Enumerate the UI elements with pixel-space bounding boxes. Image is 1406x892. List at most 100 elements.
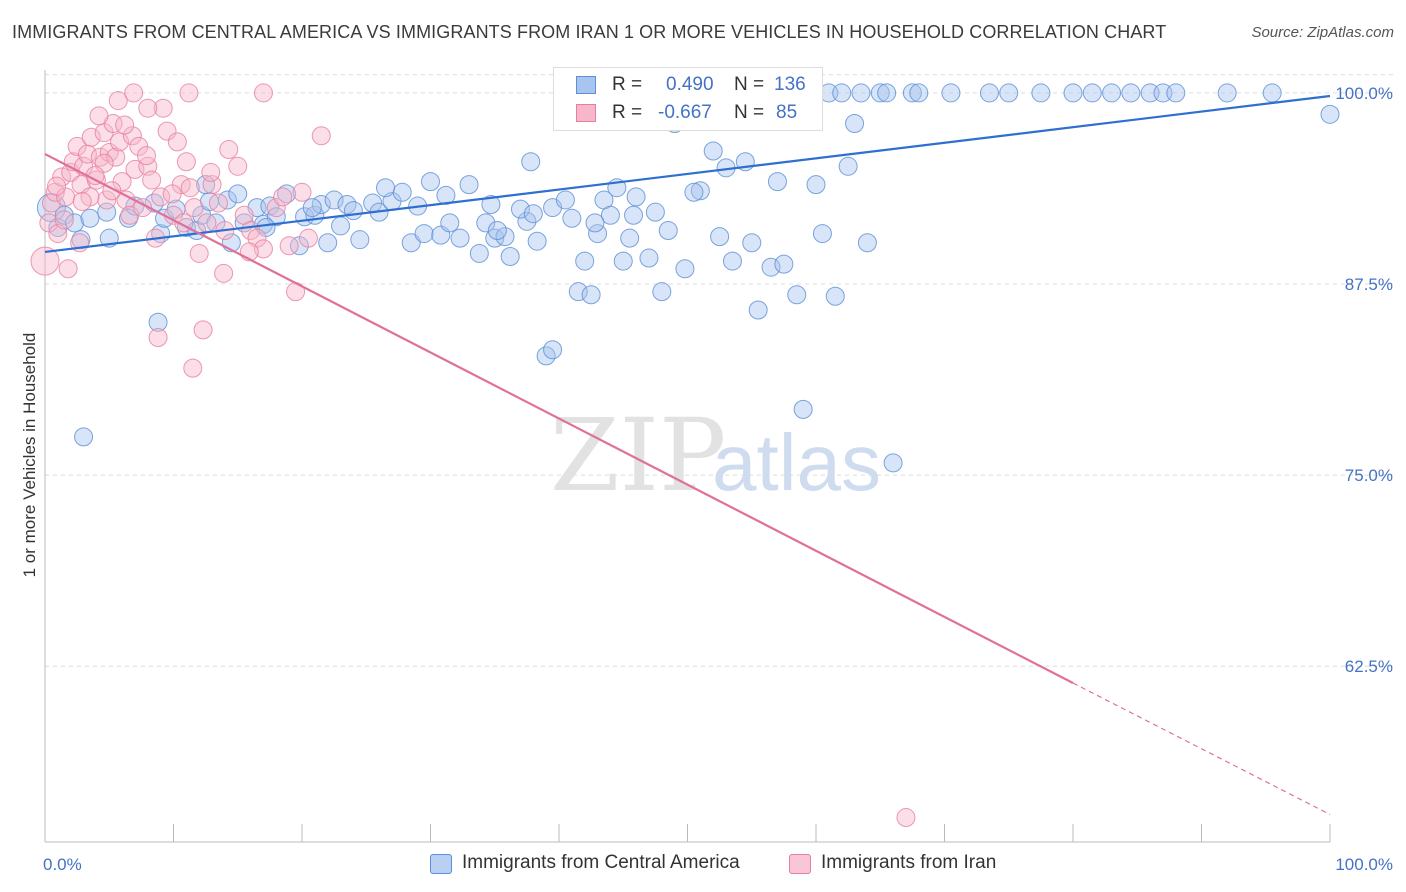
legend-r-label: R =: [612, 102, 643, 123]
scatter-point: [350, 230, 370, 250]
scatter-point: [624, 205, 644, 225]
scatter-point: [208, 193, 228, 213]
scatter-point: [517, 211, 537, 231]
trend-line-central-america: [44, 94, 1331, 254]
y-tick-label: 87.5%: [1345, 275, 1393, 294]
scatter-point: [575, 251, 595, 271]
scatter-point: [197, 213, 217, 233]
scatter-point: [832, 83, 852, 103]
scatter-point: [201, 162, 221, 182]
scatter-point: [97, 190, 117, 210]
scatter-point: [74, 427, 94, 447]
scatter-point: [65, 213, 85, 233]
scatter-point: [562, 208, 582, 228]
scatter-point: [292, 182, 312, 202]
watermark-atlas: atlas: [712, 418, 881, 507]
scatter-point: [260, 196, 280, 216]
scatter-point: [845, 114, 865, 134]
axes: [44, 70, 1331, 843]
scatter-point: [151, 187, 171, 207]
scatter-point: [1262, 83, 1282, 103]
scatter-point: [626, 187, 646, 207]
y-tick-label: 62.5%: [1345, 657, 1393, 676]
scatter-point: [219, 139, 239, 159]
scatter-point: [421, 172, 440, 192]
scatter-point: [298, 228, 318, 248]
y-axis-label: 1 or more Vehicles in Household: [20, 333, 39, 578]
scatter-point: [157, 121, 177, 141]
scatter-point: [527, 231, 547, 251]
scatter-point: [469, 243, 489, 263]
legend-n-label: N =: [734, 74, 765, 95]
scatter-point: [870, 83, 890, 103]
scatter-point: [392, 182, 412, 202]
scatter-point: [1031, 83, 1051, 103]
legend-r-label: R =: [612, 74, 643, 95]
scatter-point: [376, 178, 396, 198]
scatter-point: [81, 127, 101, 147]
scatter-point: [266, 198, 286, 218]
x-tick-labels: 0.0% 100.0%: [43, 855, 1393, 874]
scatter-point: [153, 98, 173, 118]
scatter-point: [253, 83, 273, 103]
scatter-point: [476, 213, 496, 233]
correlation-legend: R = 0.490 N = 136 R = -0.667 N = 85: [553, 67, 823, 131]
scatter-point: [902, 83, 922, 103]
scatter-point: [812, 224, 832, 244]
scatter-point: [440, 213, 460, 233]
scatter-point: [896, 808, 916, 828]
scatter-point: [253, 239, 273, 259]
legend-n-value: 85: [776, 102, 798, 123]
scatter-point: [108, 91, 128, 111]
scatter-point: [690, 181, 710, 201]
scatter-point: [523, 204, 543, 224]
scatter-point: [176, 152, 196, 172]
scatter-point: [228, 156, 248, 176]
scatter-point: [543, 340, 563, 360]
scatter-point: [521, 152, 541, 172]
scatter-point: [1102, 83, 1122, 103]
scatter-point: [645, 202, 665, 222]
bottom-legend-label: Immigrants from Central America: [462, 852, 740, 873]
scatter-point: [279, 236, 299, 256]
scatter-point: [54, 210, 74, 230]
scatter-point: [184, 198, 204, 218]
scatter-point: [941, 83, 961, 103]
scatter-point: [72, 191, 92, 211]
scatter-point: [318, 233, 338, 253]
legend-n-value: 136: [774, 74, 806, 95]
scatter-point: [710, 227, 730, 247]
scatter-point: [658, 221, 678, 241]
scatter-point: [47, 176, 67, 196]
scatter-point: [825, 286, 845, 306]
scatter-point: [67, 136, 87, 156]
trend-line-iran: [44, 153, 1074, 684]
scatter-point: [167, 132, 187, 152]
scatter-point: [89, 106, 109, 126]
scatter-point: [148, 328, 168, 348]
scatter-point: [909, 83, 929, 103]
scatter-point: [620, 228, 640, 248]
y-tick-label: 75.0%: [1345, 466, 1393, 485]
scatter-point: [495, 227, 515, 247]
scatter-point: [193, 320, 213, 340]
series-central-america-points: [36, 78, 1340, 473]
scatter-point: [30, 246, 60, 276]
scatter-point: [722, 251, 742, 271]
watermark: ZIP atlas: [550, 397, 881, 514]
scatter-point: [652, 282, 672, 302]
scatter-point: [1166, 83, 1186, 103]
scatter-point: [106, 147, 126, 167]
scatter-point: [311, 126, 331, 146]
scatter-point: [851, 83, 871, 103]
scatter-point: [555, 190, 575, 210]
y-tick-labels: 62.5% 75.0% 87.5% 100.0%: [1335, 84, 1393, 676]
scatter-point: [703, 141, 723, 161]
trend-line-iran-extension: [1072, 682, 1331, 816]
scatter-point: [277, 184, 297, 204]
scatter-point: [125, 159, 145, 179]
x-tick-label: 0.0%: [43, 855, 82, 874]
scatter-point: [742, 233, 762, 253]
scatter-point: [787, 285, 807, 305]
